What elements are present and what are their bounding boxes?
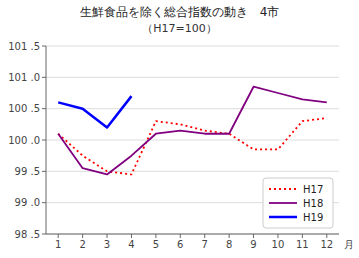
x-tick <box>204 234 205 238</box>
legend-label: H17 <box>303 184 323 195</box>
grid-line <box>46 202 339 203</box>
x-tick <box>155 234 156 238</box>
grid-line <box>46 46 339 47</box>
x-tick-label: 4 <box>128 239 134 250</box>
y-axis <box>46 46 47 234</box>
legend-box <box>263 178 333 228</box>
x-tick-label: 9 <box>250 239 256 250</box>
y-tick-label: 101 .0 <box>8 72 40 83</box>
line-series <box>58 87 327 175</box>
grid-line <box>46 140 339 141</box>
y-tick-label: 99 .0 <box>15 197 40 208</box>
chart-svg: 生鮮食品を除く総合指数の動き 4市 （H17=100） 98 .5 99 .0 99 .… <box>0 0 359 258</box>
x-tick-label: 8 <box>226 239 232 250</box>
y-tick-label: 100 .0 <box>8 135 40 146</box>
legend-swatch <box>269 202 297 204</box>
x-tick-label: 3 <box>104 239 110 250</box>
x-tick-label: 7 <box>202 239 208 250</box>
x-tick-label: 2 <box>79 239 85 250</box>
y-tick <box>42 202 46 203</box>
x-tick <box>277 234 278 238</box>
x-tick-label: 5 <box>153 239 159 250</box>
x-tick <box>58 234 59 238</box>
y-tick-label: 101 .5 <box>8 41 40 52</box>
y-tick <box>42 171 46 172</box>
x-tick <box>326 234 327 238</box>
subtitle: （H17=100） <box>142 22 216 35</box>
x-tick-label: 10 <box>272 239 285 250</box>
y-tick <box>42 140 46 141</box>
grid-line <box>46 108 339 109</box>
y-tick <box>42 46 46 47</box>
legend-label: H19 <box>303 212 323 223</box>
y-tick <box>42 234 46 235</box>
y-tick <box>42 108 46 109</box>
x-tick <box>229 234 230 238</box>
y-tick-label: 100 .5 <box>8 103 40 114</box>
x-tick-label: 11 <box>296 239 309 250</box>
x-tick-label: 12 <box>320 239 333 250</box>
x-tick <box>131 234 132 238</box>
plot-area <box>58 87 327 175</box>
y-grid <box>46 46 339 234</box>
x-tick <box>302 234 303 238</box>
y-tick-label: 99 .5 <box>15 166 40 177</box>
line-series <box>58 96 131 127</box>
legend: H17 H18 H19 <box>263 178 333 228</box>
chart-container: 生鮮食品を除く総合指数の動き 4市 （H17=100） 98 .5 99 .0 99 .… <box>0 0 359 258</box>
legend-swatch <box>269 188 297 190</box>
y-tick-label: 98 .5 <box>15 229 40 240</box>
grid-line <box>46 234 339 235</box>
x-tick-label: 6 <box>177 239 183 250</box>
x-tick-label: 1 <box>55 239 61 250</box>
legend-swatch <box>269 216 297 219</box>
legend-label: H18 <box>303 198 323 209</box>
x-tick <box>180 234 181 238</box>
y-tick <box>42 77 46 78</box>
x-tick <box>82 234 83 238</box>
x-tick <box>107 234 108 238</box>
x-axis-label: 月 <box>344 239 354 250</box>
line-series <box>58 118 327 174</box>
title: 生鮮食品を除く総合指数の動き 4市 <box>80 5 280 19</box>
grid-line <box>46 77 339 78</box>
x-tick <box>253 234 254 238</box>
x-axis <box>46 234 339 235</box>
